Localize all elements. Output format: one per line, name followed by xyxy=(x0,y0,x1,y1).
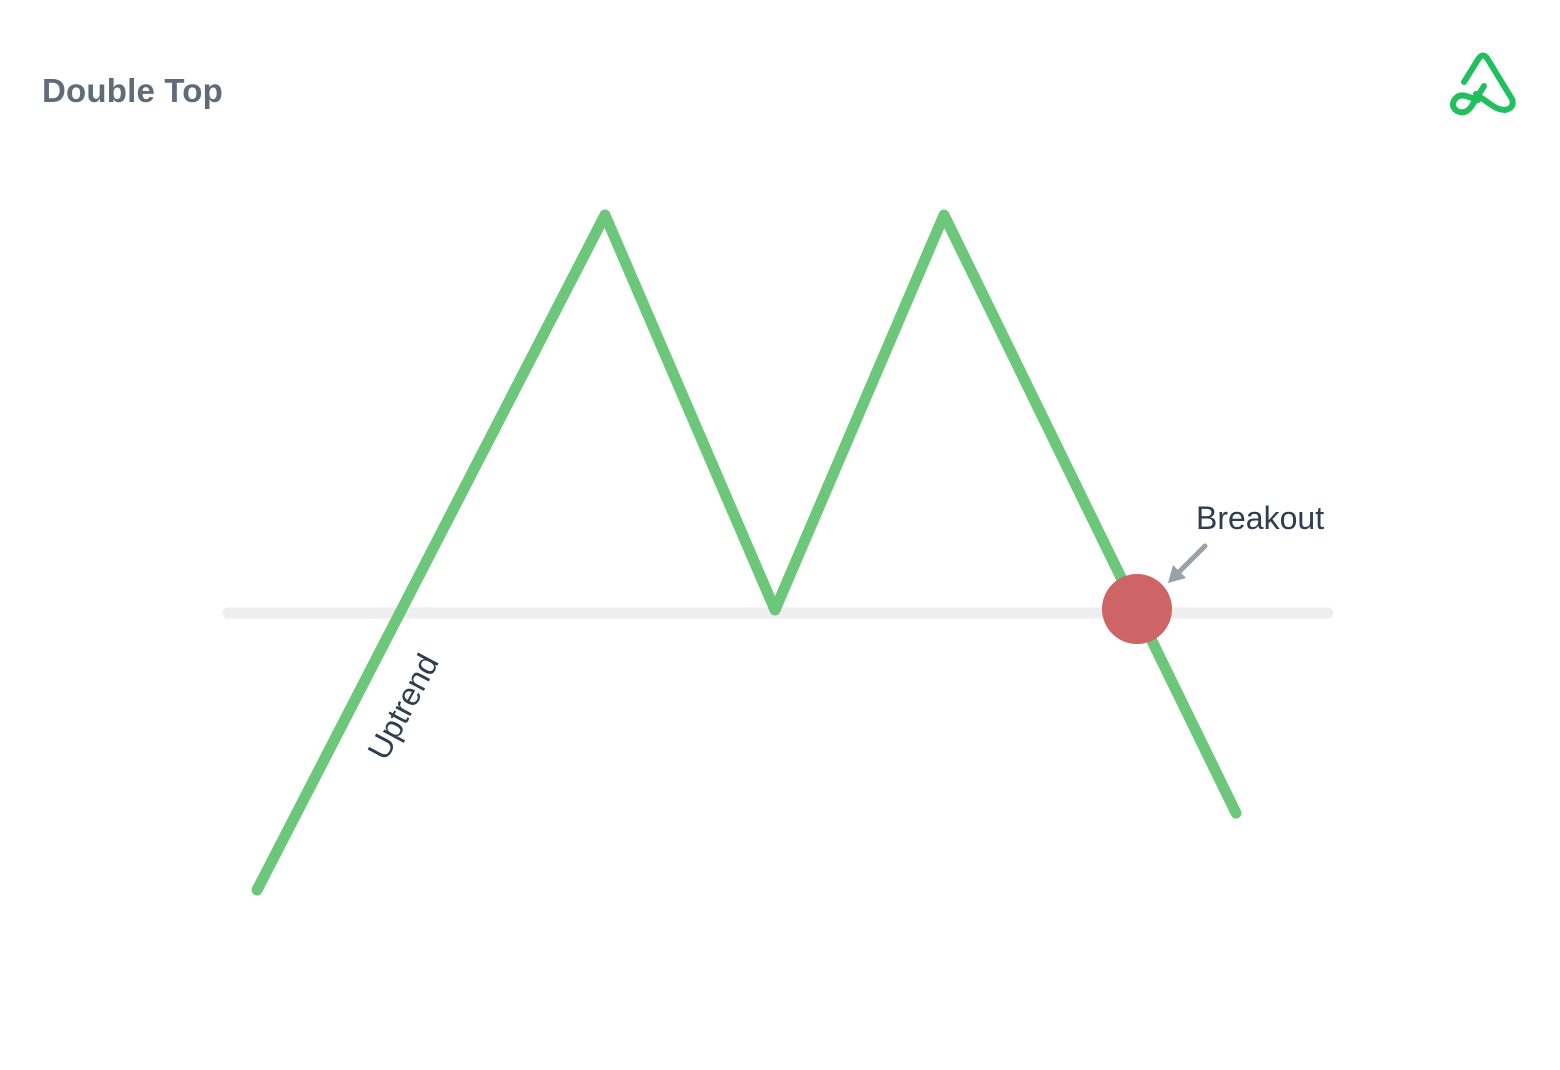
brand-logo-icon xyxy=(1449,52,1516,116)
breakout-marker xyxy=(1102,574,1172,644)
price-line xyxy=(251,209,1242,896)
page-title: Double Top xyxy=(42,72,224,109)
breakout-label: Breakout xyxy=(1196,500,1324,536)
arrow-down-left-icon xyxy=(1168,543,1208,583)
